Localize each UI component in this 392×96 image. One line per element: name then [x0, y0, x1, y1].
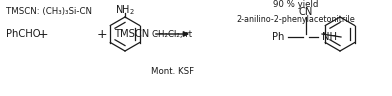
Text: PhCHO: PhCHO [6, 29, 40, 39]
Text: 2-anilino-2-phenylacetonitrile: 2-anilino-2-phenylacetonitrile [237, 15, 355, 24]
Text: 90 % yield: 90 % yield [273, 0, 319, 9]
Text: +: + [38, 27, 49, 41]
Text: Mont. KSF: Mont. KSF [151, 67, 194, 76]
Text: +: + [96, 27, 107, 41]
Text: Ph: Ph [272, 32, 284, 42]
Text: NH: NH [323, 32, 338, 42]
Text: CH₂Cl₂, rt: CH₂Cl₂, rt [152, 30, 192, 39]
Text: NH$_2$: NH$_2$ [115, 3, 135, 17]
Text: TMSCN: TMSCN [114, 29, 149, 39]
Text: TMSCN: (CH₃)₃Si-CN: TMSCN: (CH₃)₃Si-CN [6, 7, 92, 16]
Text: CN: CN [299, 7, 313, 17]
